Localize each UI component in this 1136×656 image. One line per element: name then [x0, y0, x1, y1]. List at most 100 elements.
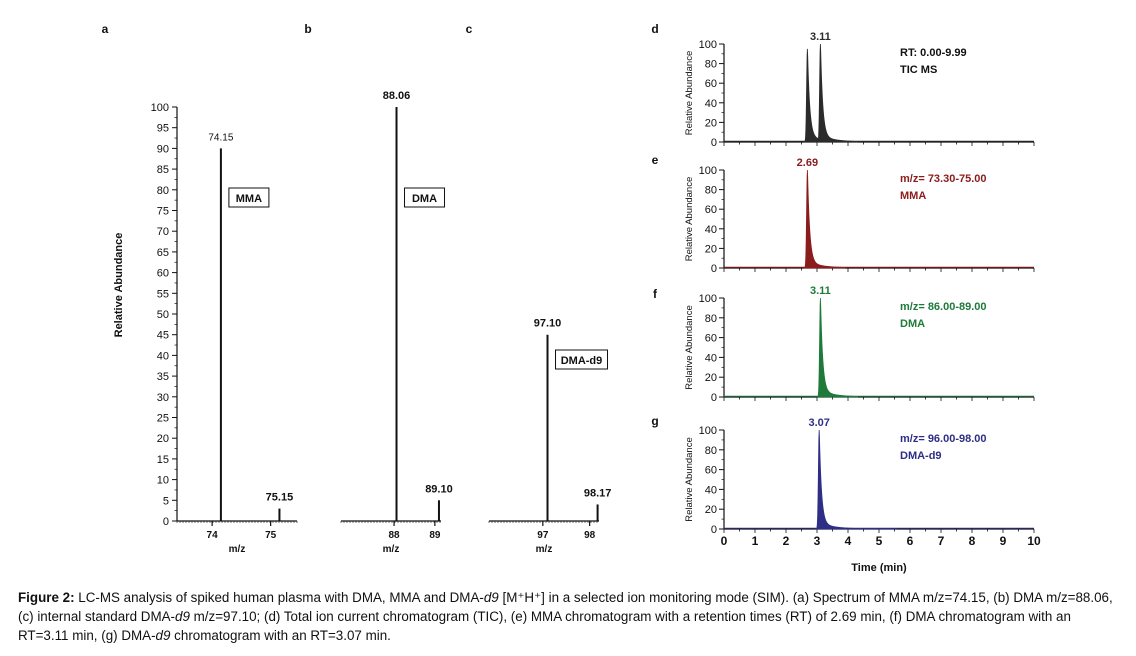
peak-label: 98.17 — [584, 487, 612, 499]
y-tick-label: 60 — [705, 465, 717, 477]
y-tick-label: 80 — [705, 445, 717, 457]
y-tick-label: 40 — [705, 352, 717, 364]
y-tick-label: 40 — [157, 350, 169, 362]
y-tick-label: 50 — [157, 309, 169, 321]
legend-line-1: m/z= 86.00-89.00 — [900, 301, 987, 313]
y-tick-label: 60 — [157, 268, 169, 280]
chromatogram-peak — [815, 429, 898, 530]
caption-fragment: [M⁺H⁺] in a selected ion monitoring mode… — [18, 590, 1113, 624]
x-tick-label: 5 — [876, 534, 883, 548]
x-tick-label: 6 — [907, 534, 914, 548]
legend-box-label: MMA — [236, 193, 262, 205]
chromatogram-peak — [816, 297, 859, 398]
peak-label: 88.06 — [383, 90, 411, 102]
y-tick-label: 90 — [157, 143, 169, 155]
y-tick-label: 100 — [699, 425, 717, 437]
y-tick-label: 30 — [157, 392, 169, 404]
y-tick-label: 20 — [705, 117, 717, 129]
y-tick-label: 0 — [163, 516, 169, 528]
y-tick-label: 100 — [699, 165, 717, 177]
peak-label: 89.10 — [425, 483, 453, 495]
y-tick-label: 65 — [157, 247, 169, 259]
y-tick-label: 80 — [705, 313, 717, 325]
y-tick-label: 70 — [157, 226, 169, 238]
x-axis-title: Time (min) — [851, 562, 907, 574]
caption-label: Figure 2: — [18, 590, 75, 605]
x-tick-label: 2 — [783, 534, 790, 548]
peak-label: 75.15 — [266, 492, 294, 504]
y-tick-label: 0 — [711, 524, 717, 536]
legend-box — [228, 187, 270, 208]
y-tick-label: 85 — [157, 164, 169, 176]
caption-fragment: d9 — [483, 590, 499, 605]
peak-rt-label: 3.11 — [810, 285, 831, 297]
y-tick-label: 20 — [705, 243, 717, 255]
legend-line-2: TIC MS — [900, 64, 937, 76]
y-tick-label: 20 — [705, 372, 717, 384]
y-tick-label: 25 — [157, 413, 169, 425]
legend-line-2: MMA — [900, 190, 926, 202]
panel-letter-g: g — [651, 414, 658, 428]
caption-fragment: LC-MS analysis of spiked human plasma wi… — [74, 590, 484, 605]
y-tick-label: 100 — [699, 293, 717, 305]
caption-fragment: d9 — [155, 628, 171, 643]
y-tick-label: 80 — [705, 59, 717, 71]
y-tick-label: 55 — [157, 288, 169, 300]
legend-line-2: DMA — [900, 318, 925, 330]
legend-line-1: RT: 0.00-9.99 — [900, 47, 967, 59]
y-tick-label: 95 — [157, 123, 169, 135]
peak-label: 97.10 — [534, 318, 562, 330]
x-tick-label: 89 — [429, 530, 441, 541]
panel-letter-f: f — [653, 287, 658, 301]
caption-fragment: m/z=97.10; (d) Total ion current chromat… — [18, 609, 1071, 643]
peak-rt-label: 3.07 — [808, 417, 829, 429]
x-tick-label: 1 — [752, 534, 759, 548]
y-tick-label: 35 — [157, 371, 169, 383]
peak-rt-label: 2.69 — [797, 157, 818, 169]
y-tick-label: 0 — [711, 137, 717, 149]
y-tick-label: 40 — [705, 98, 717, 110]
legend-box — [404, 187, 446, 208]
x-tick-label: 3 — [814, 534, 821, 548]
legend-line-2: DMA-d9 — [900, 450, 942, 462]
legend-box — [555, 349, 609, 370]
x-tick-label: 10 — [1027, 534, 1041, 548]
y-tick-label: 0 — [711, 392, 717, 404]
y-axis-title: Relative Abundance — [684, 305, 695, 390]
y-axis-title: Relative Abundance — [684, 177, 695, 262]
caption-text: LC-MS analysis of spiked human plasma wi… — [18, 590, 1113, 643]
x-tick-label: 4 — [845, 534, 852, 548]
y-tick-label: 40 — [705, 484, 717, 496]
y-tick-label: 60 — [705, 78, 717, 90]
y-tick-label: 60 — [705, 333, 717, 345]
x-tick-label: 9 — [1000, 534, 1007, 548]
panel-letter-a: a — [102, 22, 109, 36]
y-axis-title: Relative Abundance — [113, 233, 125, 338]
x-tick-label: 0 — [721, 534, 728, 548]
y-tick-label: 75 — [157, 206, 169, 218]
y-tick-label: 80 — [157, 185, 169, 197]
legend-box-label: DMA-d9 — [561, 355, 603, 367]
peak-label: 74.15 — [208, 132, 233, 143]
x-tick-label: 88 — [388, 530, 400, 541]
y-tick-label: 0 — [711, 263, 717, 275]
x-axis-title: m/z — [536, 544, 553, 555]
figure-caption: Figure 2: LC-MS analysis of spiked human… — [18, 588, 1118, 645]
y-tick-label: 10 — [157, 475, 169, 487]
y-tick-label: 100 — [151, 102, 169, 114]
caption-fragment: d9 — [175, 609, 190, 624]
x-axis-title: m/z — [229, 544, 246, 555]
y-tick-label: 80 — [705, 185, 717, 197]
panel-letter-e: e — [652, 153, 659, 167]
legend-line-1: m/z= 73.30-75.00 — [900, 173, 987, 185]
y-tick-label: 100 — [699, 39, 717, 51]
y-tick-label: 5 — [163, 495, 169, 507]
chromatogram-peak — [803, 169, 845, 269]
y-tick-label: 60 — [705, 204, 717, 216]
x-axis-title: m/z — [383, 544, 400, 555]
y-tick-label: 20 — [157, 433, 169, 445]
x-tick-label: 75 — [265, 530, 277, 541]
x-tick-label: 74 — [207, 530, 219, 541]
x-tick-label: 98 — [584, 530, 596, 541]
